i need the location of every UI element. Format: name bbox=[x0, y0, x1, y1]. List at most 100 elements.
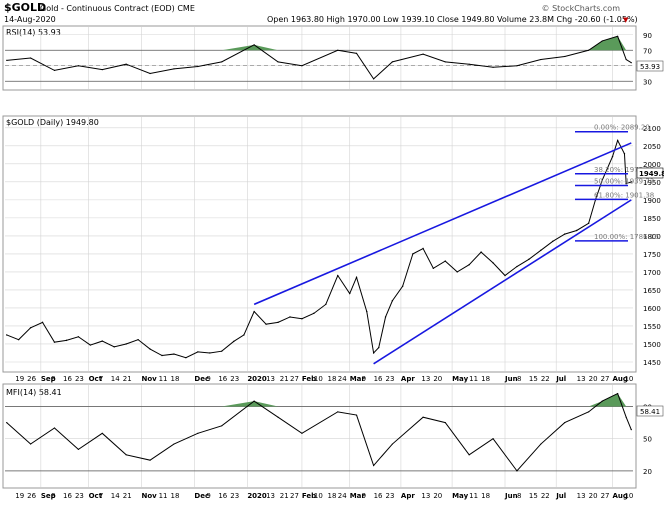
price-point bbox=[173, 353, 175, 355]
price-point bbox=[29, 327, 32, 329]
price-point bbox=[101, 340, 103, 342]
x-tick-label: 21 bbox=[123, 375, 132, 383]
price-point bbox=[221, 350, 223, 352]
mfi-point bbox=[601, 400, 603, 402]
y-tick-label: 1700 bbox=[643, 269, 661, 277]
mfi-point bbox=[337, 411, 339, 413]
x-tick-label: 27 bbox=[290, 375, 299, 383]
y-tick-label: 1600 bbox=[643, 305, 661, 313]
change-arrow: ▼ bbox=[623, 16, 629, 24]
x-tick-label: 20 bbox=[433, 492, 442, 500]
x-tick-label: Jun bbox=[504, 375, 518, 383]
x-tick-label: 18 bbox=[481, 492, 490, 500]
rsi-point bbox=[617, 35, 619, 37]
rsi-point bbox=[301, 65, 303, 67]
price-point bbox=[366, 310, 368, 313]
x-tick-label: 18 bbox=[171, 492, 180, 500]
price-axis: 2100 2050 2000 1950 1900 1850 1800 1750 1700 1650… bbox=[643, 125, 661, 367]
mfi-frame bbox=[2, 383, 637, 489]
rsi-point bbox=[53, 69, 56, 71]
x-tick-label: 11 bbox=[469, 375, 478, 383]
x-tick-label: Oct bbox=[89, 492, 103, 500]
x-tick-label: 20 bbox=[433, 375, 442, 383]
x-tick-label: 11 bbox=[159, 492, 168, 500]
price-point bbox=[253, 310, 255, 313]
mfi-point bbox=[630, 429, 632, 431]
mfi-point bbox=[468, 454, 470, 456]
price-point bbox=[422, 247, 424, 250]
price-label: $GOLD (Daily) 1949.80 bbox=[6, 118, 99, 127]
x-tick-label: 8 bbox=[517, 375, 521, 383]
x-tick-label: Dec bbox=[194, 375, 209, 383]
x-tick-label: 23 bbox=[75, 492, 84, 500]
price-point bbox=[209, 352, 211, 354]
x-tick-label: 15 bbox=[529, 492, 538, 500]
price-point bbox=[492, 262, 494, 264]
price-panel: $GOLD (Daily) 1949.80 210020502000195019… bbox=[2, 115, 664, 373]
price-point bbox=[349, 292, 351, 295]
x-tick-label: Dec bbox=[194, 492, 209, 500]
y-tick-label: 1450 bbox=[643, 359, 661, 367]
mfi-point bbox=[149, 459, 151, 461]
x-tick-label: 26 bbox=[27, 492, 36, 500]
x-tick-label: 10 bbox=[314, 375, 323, 383]
mfi-point bbox=[173, 443, 175, 445]
price-point bbox=[89, 344, 92, 346]
price-frame bbox=[2, 115, 637, 373]
x-tick-label: 14 bbox=[111, 375, 120, 383]
x-tick-label: 16 bbox=[374, 375, 383, 383]
mfi-point bbox=[253, 400, 255, 402]
price-point bbox=[587, 222, 590, 224]
x-tick-label: 23 bbox=[230, 375, 239, 383]
x-tick-label: 16 bbox=[218, 492, 227, 500]
x-tick-label: 16 bbox=[374, 492, 383, 500]
y-tick-label: 1750 bbox=[643, 251, 661, 259]
rsi-point bbox=[221, 61, 223, 63]
price-point bbox=[161, 354, 163, 357]
x-tick-label: 13 bbox=[266, 375, 275, 383]
mfi-label: MFI(14) 58.41 bbox=[6, 388, 62, 397]
x-tick-label: 22 bbox=[541, 375, 550, 383]
x-tick-label: 16 bbox=[63, 492, 72, 500]
rsi-current-label: 53.93 bbox=[640, 63, 660, 71]
rsi-point bbox=[253, 44, 255, 46]
mfi-plot bbox=[5, 392, 633, 472]
mfi-point bbox=[625, 416, 627, 418]
x-tick-label: 7 bbox=[99, 375, 103, 383]
price-point bbox=[630, 181, 632, 183]
x-tick-label: Oct bbox=[89, 375, 103, 383]
price-point bbox=[149, 348, 151, 350]
x-tick-label: 13 bbox=[266, 492, 275, 500]
price-point bbox=[528, 258, 530, 261]
fib-label: 38.20%: 1972.35 bbox=[594, 166, 654, 174]
x-tick-label: 9 bbox=[51, 492, 55, 500]
price-point bbox=[325, 303, 327, 306]
rsi-current-box bbox=[636, 60, 664, 72]
y-tick-label: 2000 bbox=[643, 161, 661, 169]
x-tick-label: Jun bbox=[504, 492, 518, 500]
price-point bbox=[401, 285, 404, 288]
price-point bbox=[243, 334, 245, 336]
mfi-point bbox=[197, 432, 199, 434]
mfi-point bbox=[29, 443, 32, 445]
rsi-point bbox=[492, 66, 494, 68]
x-tick-label: 26 bbox=[27, 375, 36, 383]
x-tick-label: 11 bbox=[469, 492, 478, 500]
price-point bbox=[625, 182, 627, 185]
x-tick-label: 8 bbox=[517, 492, 521, 500]
rsi-point bbox=[391, 61, 393, 63]
mfi-current-box bbox=[636, 405, 664, 417]
y-tick-label: 1800 bbox=[643, 233, 661, 241]
y-tick-label: 1950 bbox=[643, 179, 661, 187]
x-tick-label: 15 bbox=[529, 375, 538, 383]
x-tick-label: 10 bbox=[624, 375, 633, 383]
symbol-title: $GOLD bbox=[4, 1, 46, 14]
price-point bbox=[289, 316, 291, 318]
price-point bbox=[480, 251, 482, 253]
mfi-point bbox=[422, 416, 424, 418]
rsi-point bbox=[373, 78, 375, 80]
x-tick-label: Aug bbox=[613, 492, 628, 500]
rsi-point bbox=[355, 52, 358, 54]
